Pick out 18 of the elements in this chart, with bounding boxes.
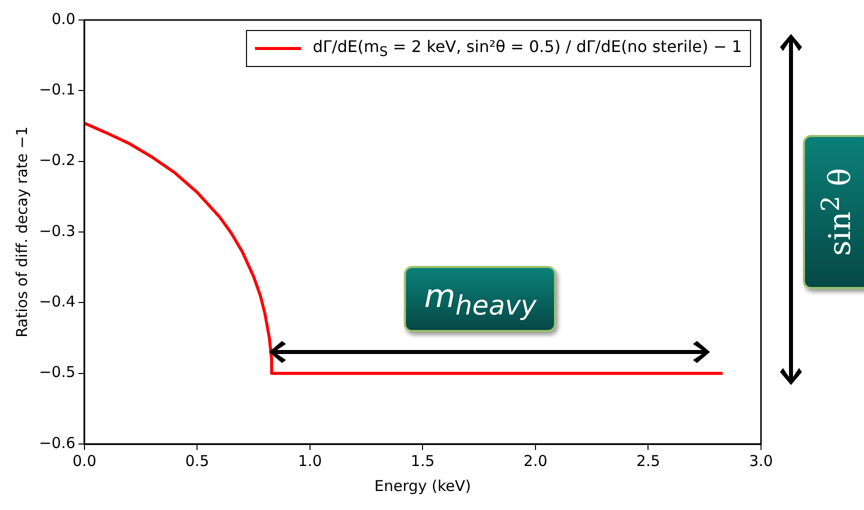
annotation: m$_{heavy}$ xyxy=(424,276,537,322)
y-tick-label: −0.5 xyxy=(38,363,76,382)
y-tick-label: −0.4 xyxy=(38,292,76,311)
y-tick-label: 0.0 xyxy=(52,10,76,28)
x-tick-label: 1.5 xyxy=(410,452,435,470)
x-tick-label: 0.5 xyxy=(185,452,210,470)
x-tick-label: 0.0 xyxy=(72,452,96,470)
x-tick-label: 2.0 xyxy=(524,452,548,470)
y-tick-label: −0.2 xyxy=(38,151,76,170)
x-tick-label: 2.5 xyxy=(636,452,660,470)
x-tick-label: 1.0 xyxy=(298,452,322,470)
legend-label: dΓ/dE(m$_{S}$ = 2 keV, sin²θ = 0.5) / dΓ/dE(no sterile) − 1 xyxy=(312,37,742,60)
y-axis-title: Ratios of diff. decay rate −1 xyxy=(12,126,31,338)
y-tick-label: −0.3 xyxy=(38,222,76,240)
y-tick-label: −0.1 xyxy=(38,80,76,99)
y-tick-label: −0.6 xyxy=(38,434,76,452)
x-axis-title: Energy (keV) xyxy=(374,476,472,495)
x-tick-label: 3.0 xyxy=(749,452,773,470)
